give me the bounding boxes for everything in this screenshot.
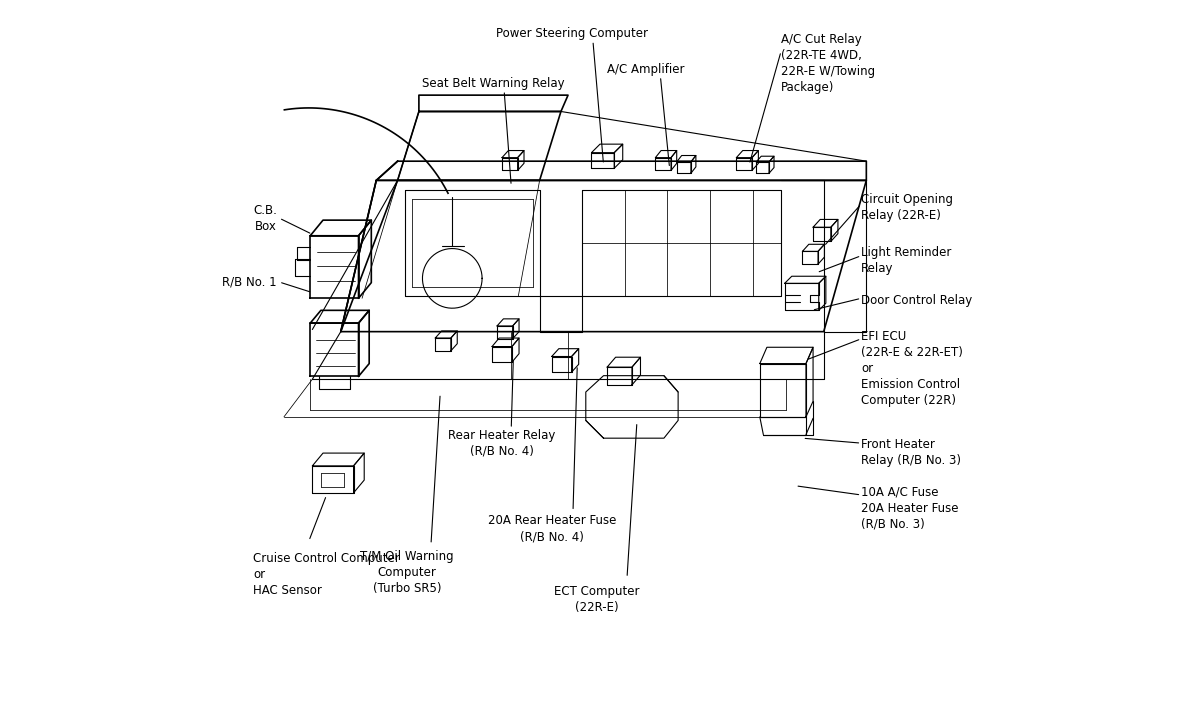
Text: Rear Heater Relay
(R/B No. 4): Rear Heater Relay (R/B No. 4) (449, 429, 556, 458)
Text: T/M Oil Warning
Computer
(Turbo SR5): T/M Oil Warning Computer (Turbo SR5) (360, 550, 454, 595)
Text: A/C Cut Relay
(22R-TE 4WD,
22R-E W/Towing
Package): A/C Cut Relay (22R-TE 4WD, 22R-E W/Towin… (781, 34, 875, 94)
Text: Power Steering Computer: Power Steering Computer (496, 28, 648, 41)
Text: Light Reminder
Relay: Light Reminder Relay (862, 247, 952, 275)
Text: Front Heater
Relay (R/B No. 3): Front Heater Relay (R/B No. 3) (862, 438, 961, 467)
Text: C.B.
Box: C.B. Box (253, 203, 277, 232)
Text: Seat Belt Warning Relay: Seat Belt Warning Relay (422, 77, 565, 90)
Text: 20A Rear Heater Fuse
(R/B No. 4): 20A Rear Heater Fuse (R/B No. 4) (487, 514, 616, 543)
Text: 10A A/C Fuse
20A Heater Fuse
(R/B No. 3): 10A A/C Fuse 20A Heater Fuse (R/B No. 3) (862, 486, 959, 530)
Text: EFI ECU
(22R-E & 22R-ET)
or
Emission Control
Computer (22R): EFI ECU (22R-E & 22R-ET) or Emission Con… (862, 329, 964, 406)
Text: Cruise Control Computer
or
HAC Sensor: Cruise Control Computer or HAC Sensor (253, 552, 400, 597)
Text: ECT Computer
(22R-E): ECT Computer (22R-E) (553, 585, 640, 614)
Text: Door Control Relay: Door Control Relay (862, 294, 973, 307)
Text: R/B No. 1: R/B No. 1 (222, 275, 277, 289)
Text: Circuit Opening
Relay (22R-E): Circuit Opening Relay (22R-E) (862, 193, 953, 222)
Text: A/C Amplifier: A/C Amplifier (607, 63, 685, 76)
